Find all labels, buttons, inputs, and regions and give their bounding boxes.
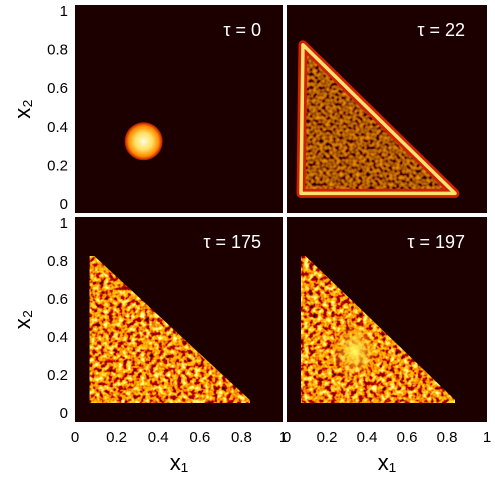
x-tick-label: 0.6 [189,429,210,446]
panel-image [87,254,252,405]
x-tick-label: 0.2 [106,429,127,446]
x-tick-label: 0 [71,429,79,446]
x-tick-label: 0.2 [317,429,338,446]
x-axis-label: x₁ [378,450,396,475]
y-tick-label: 0 [60,405,68,422]
x-tick-label: 0.8 [437,429,458,446]
y-tick-label: 0 [60,196,68,213]
y-tick-label: 0.8 [47,42,68,59]
density-blob [124,122,163,161]
y-axis-label: x₂ [10,310,35,330]
x-tick-label: 0.8 [231,429,252,446]
x-tick-label: 0.4 [357,429,378,446]
density-centre [329,321,381,382]
x-axis-label: x₁ [170,450,188,475]
x-tick-label: 0.4 [148,429,169,446]
x-tick-label: 0.6 [397,429,418,446]
y-axis-label: x₂ [10,99,35,119]
panel-image [296,40,460,198]
panel-image [299,254,457,405]
panel-annotation: τ = 22 [417,20,465,40]
panel-annotation: τ = 0 [223,20,261,40]
y-tick-label: 1 [60,3,68,20]
y-tick-label: 0.8 [47,253,68,270]
y-tick-label: 0.4 [47,329,68,346]
y-tick-label: 0.6 [47,291,68,308]
y-tick-label: 0.2 [47,157,68,174]
y-tick-label: 0.2 [47,367,68,384]
x-tick-label: 1 [279,429,287,446]
x-tick-label: 0 [283,429,291,446]
y-tick-label: 1 [60,215,68,232]
panel-annotation: τ = 175 [203,232,261,252]
density-fill [87,254,252,405]
panel-annotation: τ = 197 [407,232,465,252]
y-tick-label: 0.4 [47,119,68,136]
x-tick-label: 1 [483,429,491,446]
y-tick-label: 0.6 [47,80,68,97]
panel-image [124,122,163,161]
panel-background [75,5,283,213]
density-edge [299,43,457,196]
